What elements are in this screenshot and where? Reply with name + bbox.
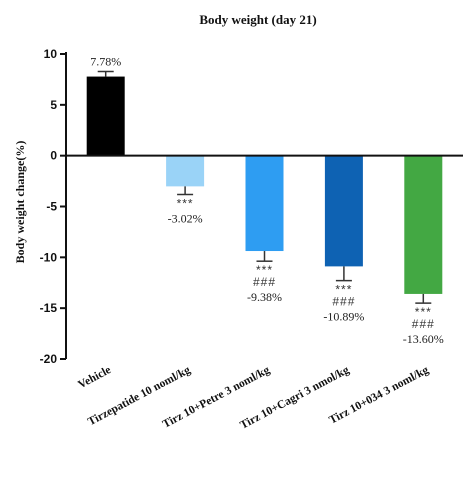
x-tick-label: Vehicle <box>76 364 113 391</box>
y-tick-label: -10 <box>40 250 58 264</box>
y-tick-label: -20 <box>40 352 58 366</box>
value-label: -10.89% <box>323 310 364 324</box>
y-axis: 10 5 0 -5 -10 -15 -20 <box>40 47 67 366</box>
y-tick-label: 0 <box>50 149 57 163</box>
y-tick-label: 10 <box>44 47 58 61</box>
significance-label: *** <box>256 263 273 277</box>
significance-label: ### <box>412 317 435 331</box>
significance-label: ### <box>253 275 276 289</box>
bar <box>324 155 363 267</box>
significance-label: *** <box>335 283 352 297</box>
bars <box>86 70 443 304</box>
significance-label: *** <box>177 197 194 211</box>
chart-title: Body weight (day 21) <box>199 12 316 27</box>
value-label: -9.38% <box>247 290 282 304</box>
value-label: -13.60% <box>403 332 444 346</box>
bar <box>86 76 125 156</box>
y-axis-label: Body weight change(%) <box>13 141 27 264</box>
annotations: 7.78%***-3.02%***###-9.38%***###-10.89% *… <box>90 54 444 346</box>
significance-label: ### <box>332 295 355 309</box>
y-tick-label: 5 <box>50 98 57 112</box>
bar <box>245 155 284 252</box>
value-label: 7.78% <box>90 54 121 68</box>
significance-label: *** <box>415 305 432 319</box>
bar <box>404 155 443 294</box>
y-tick-label: -15 <box>40 301 58 315</box>
value-label: -3.02% <box>168 212 203 226</box>
y-tick-label: -5 <box>46 200 57 214</box>
bar <box>166 155 205 187</box>
